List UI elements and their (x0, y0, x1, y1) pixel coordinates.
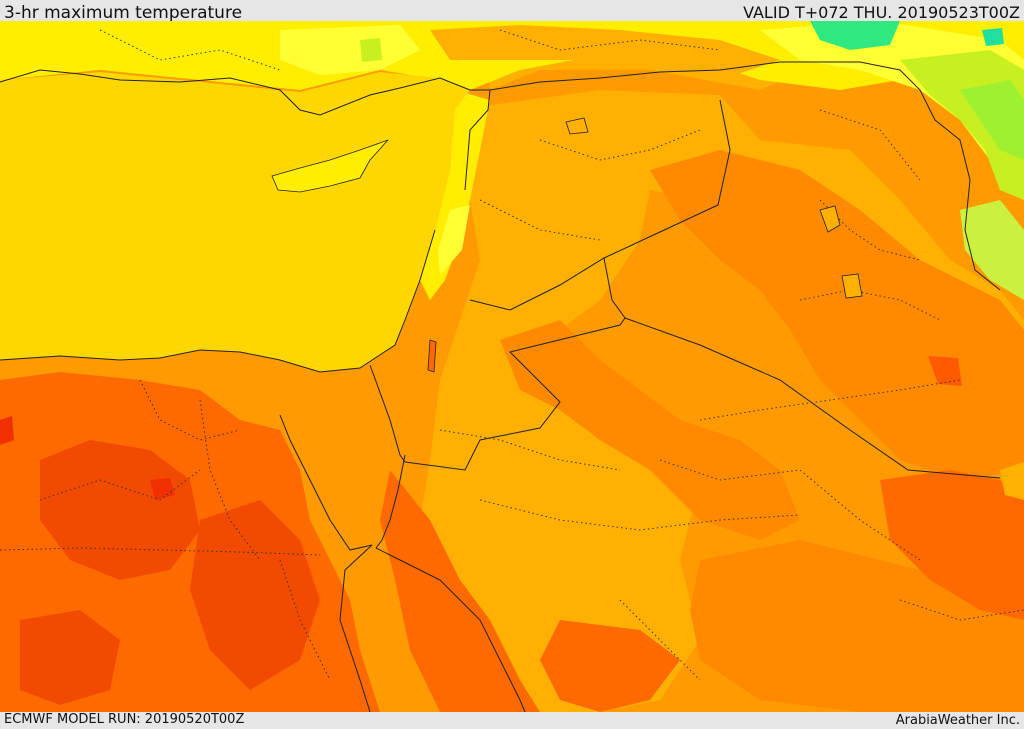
teal-top (810, 21, 900, 50)
red-patch-3 (20, 610, 120, 705)
coast-egypt (0, 229, 436, 373)
country-borders (369, 61, 1001, 479)
teal-spot (982, 28, 1004, 46)
red-orange-east (880, 470, 1024, 620)
green-edge-e (960, 200, 1024, 300)
red-patch-2 (190, 500, 320, 690)
model-run-label: ECMWF MODEL RUN: 20190520T00Z (4, 712, 245, 727)
green-zone-core (960, 80, 1024, 160)
credit-label: ArabiaWeather Inc. (895, 713, 1020, 728)
green-west (360, 38, 382, 62)
iraq-lake-2 (841, 273, 863, 299)
gulf-of-suez (279, 414, 373, 551)
map-title: 3-hr maximum temperature (4, 3, 243, 23)
province-borders (0, 29, 1024, 681)
red-sea-east-coast (375, 547, 526, 712)
yellow-turkey (0, 21, 1024, 160)
iraq-lake-1 (819, 205, 841, 233)
gulf-coast (1000, 462, 1024, 500)
red-orange-se (540, 620, 680, 712)
dark-orange-saudi (500, 320, 800, 540)
temperature-map (0, 21, 1024, 712)
pale-levant (438, 205, 470, 275)
red-patch-5 (0, 416, 14, 445)
pale-yellow-w (280, 25, 420, 75)
red-iraq-spot (928, 356, 962, 386)
cyprus (271, 139, 389, 193)
footer-bar: ECMWF MODEL RUN: 20190520T00Z ArabiaWeat… (0, 712, 1024, 729)
map-canvas (0, 21, 1024, 712)
syria-lake (565, 117, 589, 135)
coast-turkey (0, 69, 471, 116)
red-patch-4 (150, 478, 175, 500)
dark-orange-iraq (650, 150, 1024, 480)
valid-time: VALID T+072 THU. 20190523T00Z (743, 3, 1020, 22)
dead-sea (427, 339, 437, 373)
header-bar: 3-hr maximum temperature VALID T+072 THU… (0, 0, 1024, 23)
orange-turkey-patch (430, 25, 780, 80)
red-patch-1 (40, 440, 200, 580)
gulf-of-aqaba (375, 454, 406, 549)
red-orange-hijaz (380, 470, 540, 712)
mediterranean-sea (0, 72, 470, 372)
red-sea-west-coast (339, 544, 373, 712)
yellow-levant (420, 90, 490, 300)
